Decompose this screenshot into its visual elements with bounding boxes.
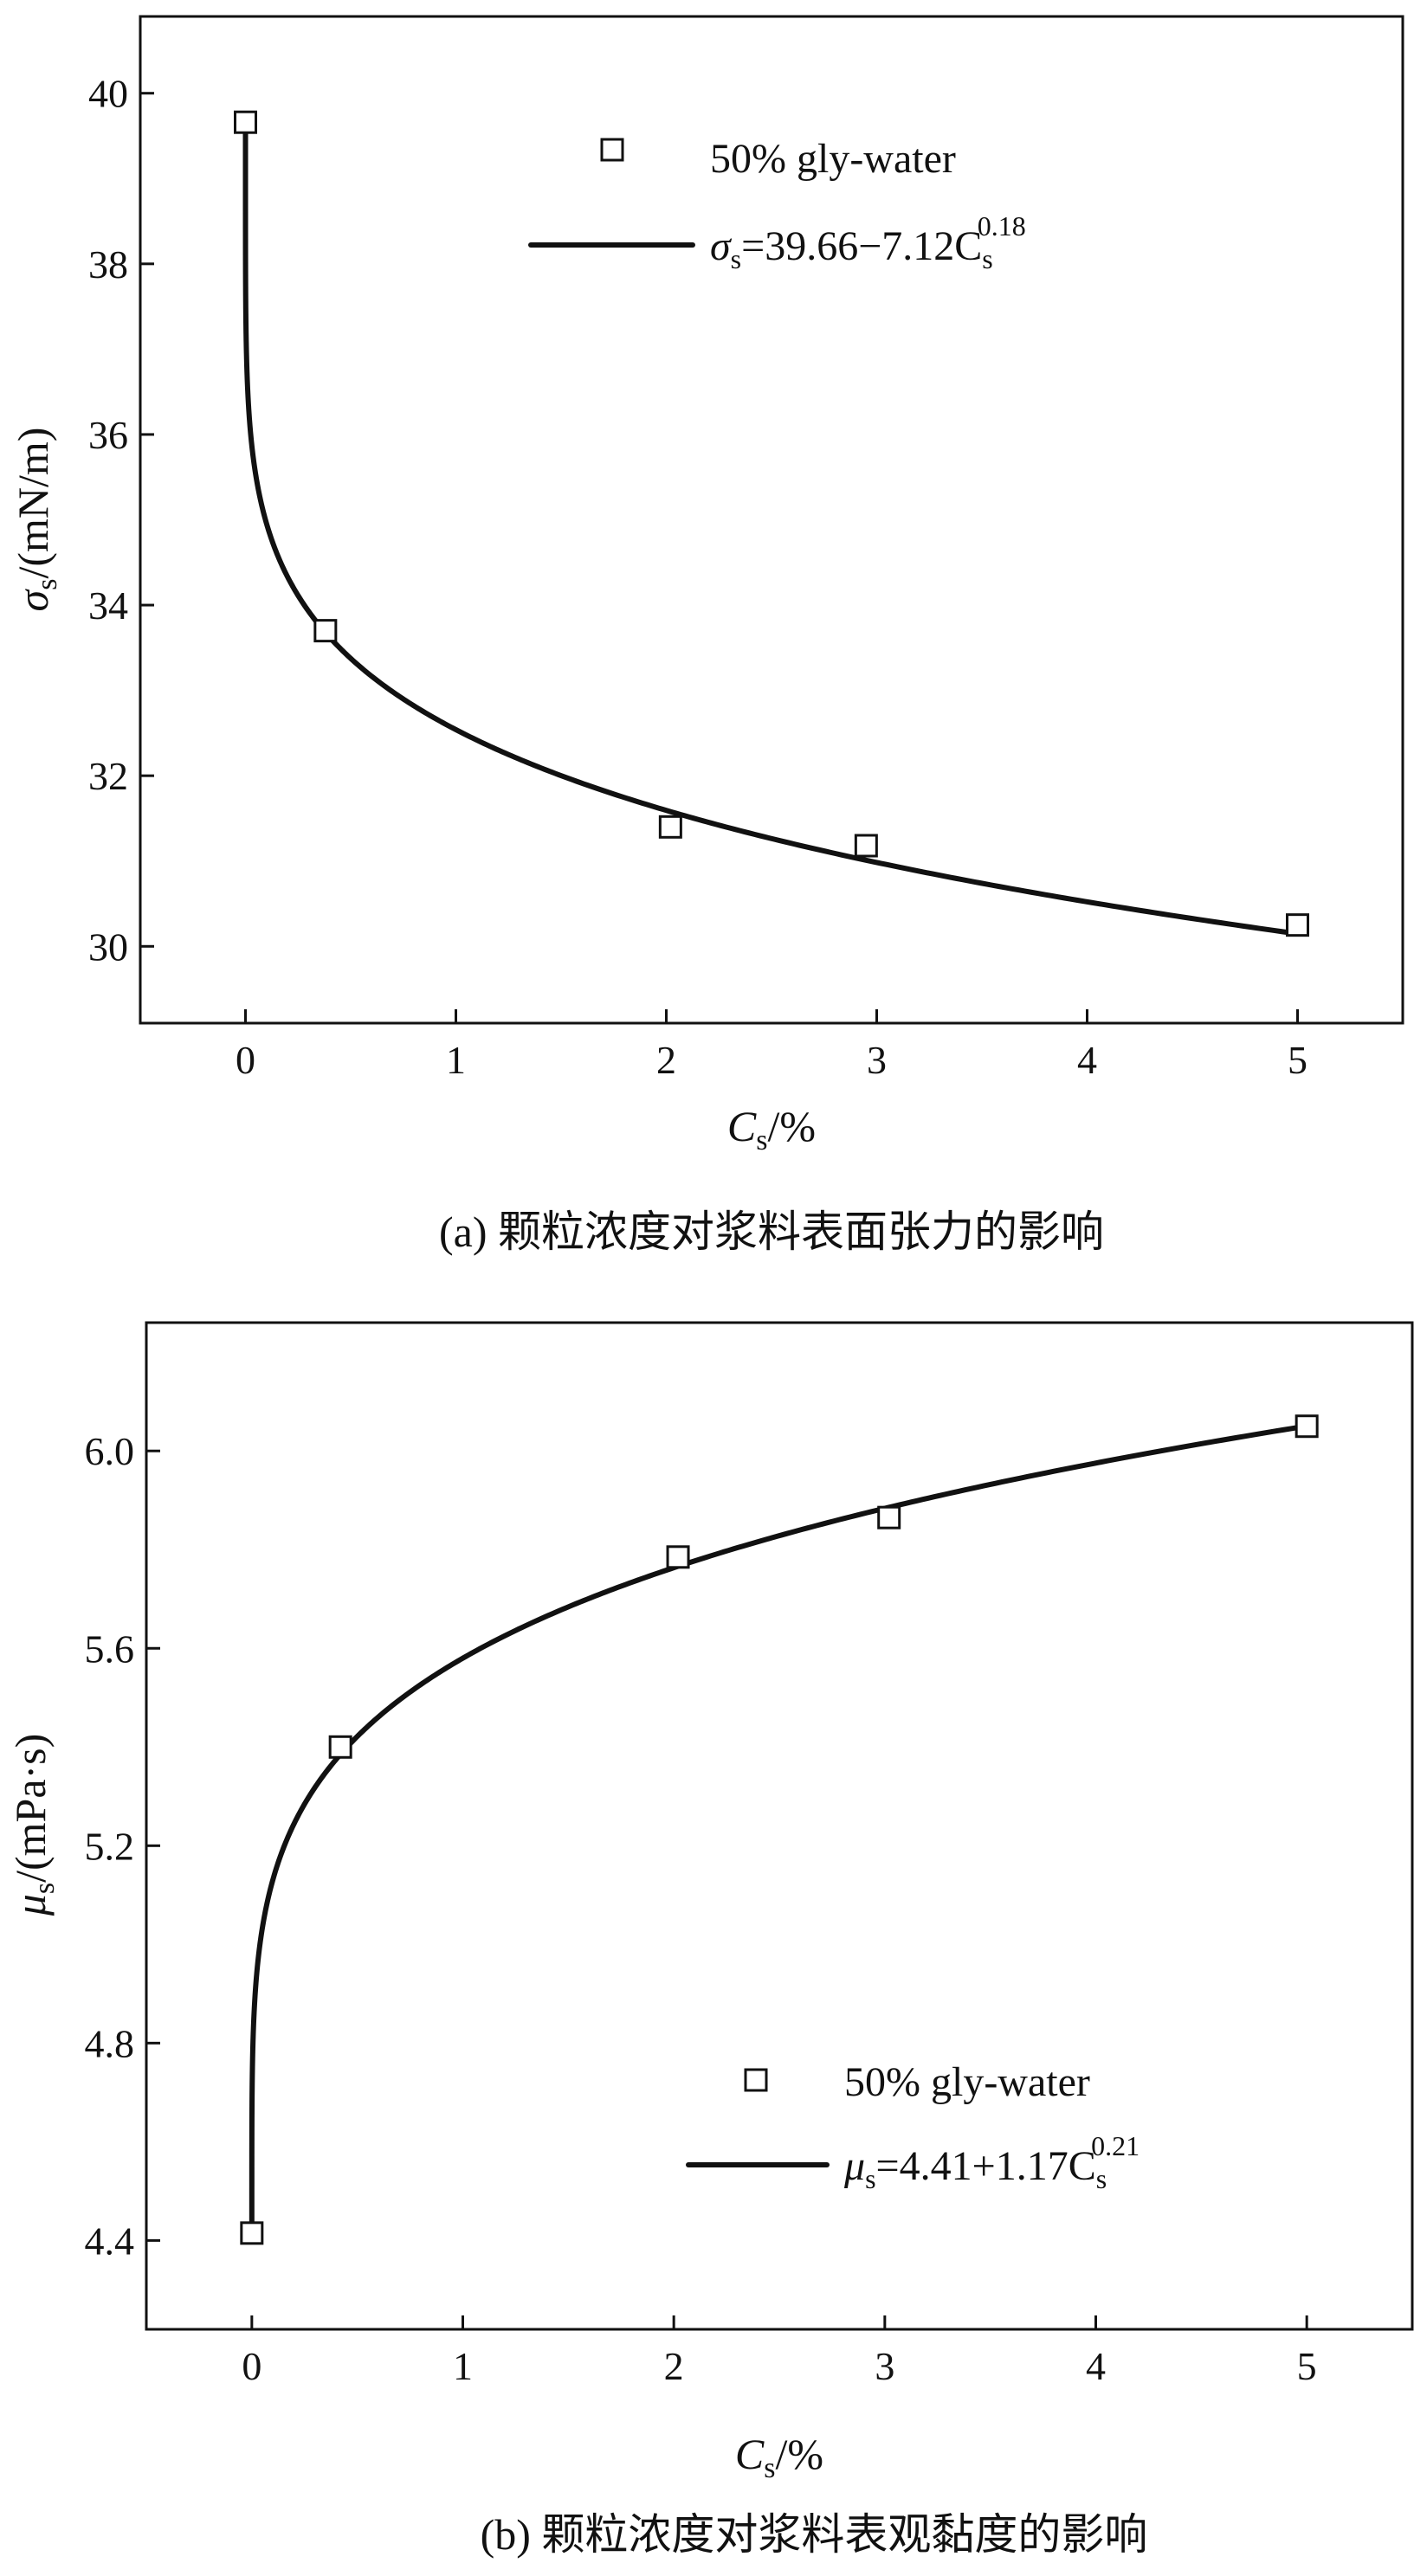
y-tick-label: 34 xyxy=(88,583,128,628)
y-axis-ticks: 30 32 34 36 38 40 xyxy=(88,72,154,969)
data-point xyxy=(328,1735,352,1759)
y-tick-label: 6.0 xyxy=(85,1429,135,1473)
data-point xyxy=(877,1505,901,1530)
x-tick-label: 0 xyxy=(242,2344,261,2388)
x-tick-label: 5 xyxy=(1288,1038,1307,1082)
y-tick-label: 4.4 xyxy=(85,2219,135,2263)
x-axis-ticks: 0 1 2 3 4 5 xyxy=(236,1009,1307,1082)
y-tick-label: 5.2 xyxy=(85,1824,135,1868)
x-axis-ticks: 0 1 2 3 4 5 xyxy=(242,2315,1317,2388)
data-point xyxy=(234,110,257,134)
legend-fit-label: σs=39.66−7.12Cs0.18 xyxy=(710,210,1026,274)
x-tick-label: 1 xyxy=(453,2344,473,2388)
y-tick-label: 4.8 xyxy=(85,2021,135,2065)
y-axis-ticks: 4.4 4.8 5.2 5.6 6.0 xyxy=(85,1429,160,2263)
data-point xyxy=(313,619,338,643)
y-axis-title: μs/(mPa·s) xyxy=(6,1734,61,1917)
fit-curve xyxy=(242,119,1301,937)
x-tick-label: 4 xyxy=(1077,1038,1097,1082)
y-tick-label: 36 xyxy=(88,413,128,457)
x-axis-title: Cs/% xyxy=(727,1102,816,1156)
x-tick-label: 0 xyxy=(236,1038,255,1082)
data-markers xyxy=(240,1414,1319,2245)
plot-frame xyxy=(145,1321,1414,2331)
y-tick-label: 38 xyxy=(88,242,128,287)
chart-panel-b: 0 1 2 3 4 5 4.4 4.8 5.2 5.6 6.0 50% gly-water μs=… xyxy=(6,1321,1414,2559)
legend-marker-symbol xyxy=(744,2068,768,2092)
x-axis-title: Cs/% xyxy=(735,2430,823,2484)
x-tick-label: 3 xyxy=(875,2344,894,2388)
x-tick-label: 4 xyxy=(1086,2344,1106,2388)
plot-frame xyxy=(139,15,1404,1025)
y-tick-label: 40 xyxy=(88,72,128,116)
data-point xyxy=(666,1545,690,1569)
legend-marker-symbol xyxy=(600,138,624,162)
x-tick-label: 5 xyxy=(1297,2344,1317,2388)
legend-marker-label: 50% gly-water xyxy=(844,2059,1090,2105)
figure-caption-b: (b) 颗粒浓度对浆料表观黏度的影响 xyxy=(481,2510,1148,2559)
figure-caption-a: (a) 颗粒浓度对浆料表面张力的影响 xyxy=(439,1208,1104,1256)
y-tick-label: 5.6 xyxy=(85,1626,135,1671)
fit-curve xyxy=(249,1423,1310,2238)
x-tick-label: 3 xyxy=(867,1038,887,1082)
data-point xyxy=(658,815,682,839)
data-point xyxy=(1295,1414,1319,1439)
data-point xyxy=(854,834,878,858)
data-point xyxy=(1286,913,1309,937)
legend-marker-label: 50% gly-water xyxy=(710,136,956,182)
data-markers xyxy=(234,110,1309,937)
legend: 50% gly-water μs=4.41+1.17Cs0.21 xyxy=(686,2059,1140,2194)
y-tick-label: 32 xyxy=(88,754,128,798)
data-point xyxy=(240,2221,264,2245)
x-tick-label: 2 xyxy=(664,2344,684,2388)
x-tick-label: 1 xyxy=(446,1038,466,1082)
y-tick-label: 30 xyxy=(88,924,128,969)
legend-fit-label: μs=4.41+1.17Cs0.21 xyxy=(843,2130,1140,2194)
legend: 50% gly-water σs=39.66−7.12Cs0.18 xyxy=(528,136,1026,274)
y-axis-title: σs/(mN/m) xyxy=(9,428,63,612)
x-tick-label: 2 xyxy=(656,1038,676,1082)
